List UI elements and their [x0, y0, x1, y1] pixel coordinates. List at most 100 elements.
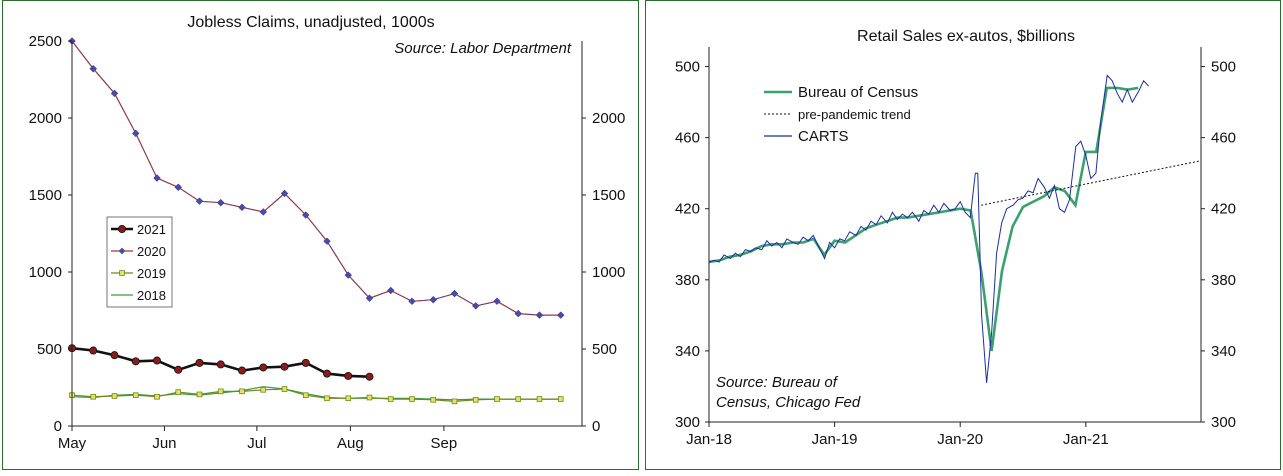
legend: 2021 2020 2019 2018 [106, 216, 173, 308]
legend-bureau-of-census-label: Bureau of Census [798, 84, 918, 101]
legend-pre-pandemic-trend-label: pre-pandemic trend [798, 107, 911, 122]
data-point-2020 [493, 297, 501, 306]
y-tick-label-right: 380 [1211, 272, 1236, 289]
data-point-2021 [301, 358, 310, 367]
data-point-2020 [365, 294, 374, 302]
data-point-2021 [110, 351, 119, 360]
y-tick-label-right: 1000 [592, 264, 625, 281]
data-point-2019 [239, 388, 245, 395]
x-tick-label: May [58, 435, 87, 452]
legend-carts-label: CARTS [798, 128, 849, 145]
y-tick-label: 500 [675, 59, 700, 76]
legend-label-2018: 2018 [137, 288, 166, 303]
chart-title: Retail Sales ex-autos, $billions [857, 28, 1075, 45]
data-point-2021 [89, 346, 98, 355]
x-tick-label: Jun [152, 435, 176, 452]
data-point-2020 [110, 89, 119, 98]
source-note-line1: Source: Bureau of [716, 374, 839, 391]
legend-marker-2021 [118, 224, 127, 233]
data-point-2021 [344, 371, 353, 380]
x-tick-label: Jan-20 [937, 431, 983, 448]
x-tick-label: Aug [337, 435, 364, 452]
data-point-2021 [259, 363, 268, 372]
data-point-2021 [322, 369, 331, 378]
legend-marker-2020 [118, 247, 126, 255]
data-point-2019 [175, 389, 182, 395]
series-line-carts [708, 74, 1149, 383]
y-tick-label: 1000 [29, 264, 62, 281]
y-tick-label-right: 420 [1211, 201, 1236, 218]
data-point-2020 [216, 198, 225, 207]
data-point-2019 [260, 387, 267, 393]
data-point-2020 [344, 271, 353, 279]
data-point-2020 [408, 297, 416, 306]
series-line-2018 [71, 386, 561, 401]
y-tick-label: 460 [675, 130, 700, 147]
legend-label-2021: 2021 [137, 222, 166, 237]
data-point-2021 [365, 372, 374, 381]
data-point-2021 [152, 356, 161, 365]
y-tick-label: 2500 [29, 33, 62, 50]
data-point-2019 [90, 393, 97, 400]
x-tick-label: Sep [431, 435, 458, 452]
data-point-2020 [280, 189, 289, 198]
y-tick-label-right: 0 [592, 418, 600, 435]
y-tick-label-right: 460 [1211, 130, 1236, 147]
x-tick-label: Jan-19 [812, 431, 858, 448]
data-point-2021 [216, 360, 225, 369]
data-point-2020 [450, 289, 459, 298]
source-note-line2: Census, Chicago Fed [716, 394, 861, 411]
data-point-2020 [323, 237, 331, 245]
data-point-2020 [153, 174, 161, 182]
data-point-2019 [494, 396, 500, 402]
data-point-2019 [366, 394, 373, 401]
legend-marker-2019 [119, 270, 125, 276]
data-point-2020 [89, 64, 98, 73]
x-tick-label: Jan-18 [686, 431, 732, 448]
data-point-2021 [237, 366, 246, 375]
data-point-2020 [514, 309, 523, 318]
data-point-2019 [472, 397, 479, 403]
y-tick-label: 0 [54, 418, 62, 435]
data-point-2021 [195, 358, 204, 367]
legend-label-2019: 2019 [137, 266, 166, 281]
series-line-pre-pandemic-trend [981, 160, 1202, 206]
jobless-claims-chart: 2500 2000 1500 1000 500 0 2000 1500 1000 500 0 May J… [2, 0, 639, 470]
data-point-2020 [238, 203, 246, 212]
data-point-2020 [259, 208, 268, 216]
chart-title: Jobless Claims, unadjusted, 1000s [187, 14, 434, 31]
legend-label-2020: 2020 [137, 244, 166, 259]
data-point-2019 [430, 397, 437, 403]
data-point-2020 [195, 197, 204, 205]
y-tick-label: 1500 [29, 187, 62, 204]
y-tick-label: 340 [675, 343, 700, 360]
y-tick-label-right: 340 [1211, 343, 1236, 360]
y-tick-label: 420 [675, 201, 700, 218]
data-point-2019 [196, 391, 203, 398]
data-point-2019 [111, 393, 118, 399]
data-point-2020 [131, 129, 140, 138]
data-point-2019 [281, 386, 288, 392]
y-tick-label: 380 [675, 272, 700, 289]
series-line-2019 [71, 388, 561, 403]
legend-box [106, 216, 173, 308]
series-line-2020-overlay [71, 40, 561, 316]
data-point-2019 [451, 398, 458, 405]
data-point-2020 [556, 311, 565, 319]
legend: Bureau of Census pre-pandemic trend CARTS [764, 84, 918, 145]
data-point-2020 [174, 183, 183, 192]
data-point-2019 [536, 396, 543, 402]
data-point-2020 [429, 295, 438, 304]
x-tick-label: Jul [247, 435, 266, 452]
data-point-2020 [386, 286, 395, 295]
y-tick-label-right: 1500 [592, 187, 625, 204]
y-tick-label-right: 500 [1211, 59, 1236, 76]
retail-sales-chart: 500 500 460 460 420 420 380 380 340 340 300 300 Jan-… [645, 0, 1281, 470]
series-line-bureau-of-census [708, 86, 1139, 352]
y-tick-label-right: 300 [1211, 414, 1236, 431]
data-point-2019 [515, 396, 522, 402]
y-tick-label: 2000 [29, 110, 62, 127]
data-point-2021 [131, 357, 140, 366]
